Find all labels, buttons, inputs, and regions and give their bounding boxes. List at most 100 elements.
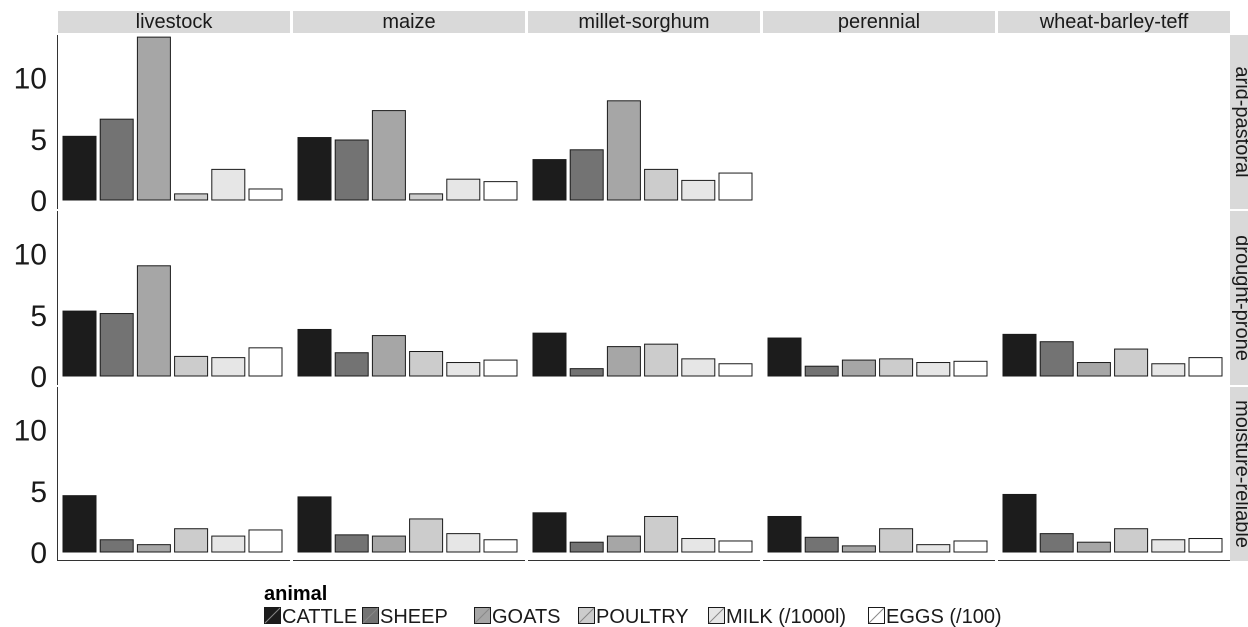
bar-drought-prone-wheat-barley-teff-milk [1151, 363, 1186, 377]
bar-drought-prone-maize-sheep [334, 352, 369, 377]
facet-strip-wheat-barley-teff [998, 11, 1230, 33]
bar-drought-prone-livestock-goats [136, 265, 171, 377]
y-tick-label: 5 [30, 300, 47, 333]
bar-drought-prone-perennial-eggs [953, 360, 988, 377]
legend-label-goats: GOATS [492, 606, 561, 627]
bar-moisture-reliable-wheat-barley-teff-goats [1076, 541, 1111, 553]
bar-drought-prone-wheat-barley-teff-sheep [1039, 341, 1074, 377]
bar-drought-prone-millet-sorghum-eggs [718, 363, 753, 377]
bar-drought-prone-wheat-barley-teff-poultry [1114, 348, 1149, 377]
bar-arid-pastoral-millet-sorghum-goats [606, 100, 641, 201]
legend-swatch-slash [868, 607, 885, 624]
facet-label-wheat-barley-teff: wheat-barley-teff [1039, 11, 1189, 33]
bar-drought-prone-livestock-eggs [248, 347, 283, 377]
bar-arid-pastoral-maize-milk [446, 178, 481, 201]
bar-drought-prone-livestock-poultry [174, 355, 209, 377]
facet-strip-perennial [763, 11, 995, 33]
legend-label-milk: MILK (/1000l) [726, 606, 846, 627]
bar-arid-pastoral-livestock-goats [136, 36, 171, 201]
legend-title: animal [264, 583, 327, 605]
facet-strip-millet-sorghum [528, 11, 760, 33]
bar-drought-prone-perennial-sheep [804, 365, 839, 377]
bar-arid-pastoral-maize-sheep [334, 139, 369, 201]
bar-drought-prone-millet-sorghum-goats [606, 346, 641, 377]
bar-moisture-reliable-wheat-barley-teff-sheep [1039, 533, 1074, 553]
bar-moisture-reliable-maize-milk [446, 533, 481, 553]
bar-moisture-reliable-livestock-poultry [174, 528, 209, 553]
facet-label-perennial: perennial [838, 11, 920, 33]
legend-label-poultry: POULTRY [596, 606, 689, 627]
y-tick-label: 0 [30, 537, 47, 570]
bar-arid-pastoral-livestock-cattle [62, 135, 97, 201]
bar-arid-pastoral-maize-eggs [483, 181, 518, 201]
bar-moisture-reliable-maize-sheep [334, 534, 369, 553]
legend-swatch-slash [264, 607, 281, 624]
bar-drought-prone-millet-sorghum-sheep [569, 368, 604, 377]
bar-moisture-reliable-perennial-sheep [804, 536, 839, 553]
facet-label-arid-pastoral: arid-pastoral [1231, 66, 1248, 177]
bar-moisture-reliable-maize-goats [371, 535, 406, 553]
legend-swatch-slash [708, 607, 725, 624]
bar-arid-pastoral-maize-goats [371, 110, 406, 201]
facet-label-livestock: livestock [136, 11, 214, 33]
legend-swatch-slash [474, 607, 491, 624]
bar-arid-pastoral-livestock-poultry [174, 193, 209, 201]
bar-moisture-reliable-wheat-barley-teff-poultry [1114, 528, 1149, 553]
bar-moisture-reliable-perennial-poultry [879, 528, 914, 553]
bar-drought-prone-millet-sorghum-cattle [532, 332, 567, 377]
legend-label-eggs: EGGS (/100) [886, 606, 1002, 627]
bar-moisture-reliable-wheat-barley-teff-eggs [1188, 538, 1223, 553]
y-tick-label: 5 [30, 124, 47, 157]
bar-moisture-reliable-perennial-cattle [767, 515, 802, 553]
bar-moisture-reliable-millet-sorghum-goats [606, 535, 641, 553]
bar-moisture-reliable-livestock-milk [211, 535, 246, 553]
legend-swatch-slash [362, 607, 379, 624]
bar-arid-pastoral-millet-sorghum-cattle [532, 159, 567, 201]
bar-arid-pastoral-maize-poultry [409, 193, 444, 201]
facet-strip-livestock [58, 11, 290, 33]
bar-moisture-reliable-livestock-sheep [99, 539, 134, 553]
bar-arid-pastoral-livestock-milk [211, 168, 246, 201]
bar-arid-pastoral-livestock-sheep [99, 118, 134, 201]
bar-drought-prone-wheat-barley-teff-goats [1076, 362, 1111, 377]
y-tick-label: 0 [30, 185, 47, 218]
bar-moisture-reliable-perennial-goats [841, 545, 876, 553]
bar-arid-pastoral-millet-sorghum-milk [681, 179, 716, 201]
y-tick-label: 0 [30, 361, 47, 394]
bar-drought-prone-perennial-cattle [767, 337, 802, 377]
facet-strip-arid-pastoral [1230, 35, 1248, 209]
facet-label-millet-sorghum: millet-sorghum [578, 11, 709, 33]
facet-strip-maize [293, 11, 525, 33]
facet-label-maize: maize [382, 11, 435, 33]
bar-moisture-reliable-millet-sorghum-poultry [644, 515, 679, 553]
bar-arid-pastoral-millet-sorghum-poultry [644, 168, 679, 201]
bar-moisture-reliable-livestock-goats [136, 544, 171, 553]
legend-swatch-slash [578, 607, 595, 624]
bar-moisture-reliable-millet-sorghum-sheep [569, 541, 604, 553]
bar-moisture-reliable-wheat-barley-teff-milk [1151, 539, 1186, 553]
bar-drought-prone-livestock-milk [211, 357, 246, 377]
legend-label-cattle: CATTLE [282, 606, 357, 627]
bar-moisture-reliable-maize-cattle [297, 496, 332, 553]
bar-drought-prone-maize-milk [446, 362, 481, 377]
bar-drought-prone-millet-sorghum-milk [681, 358, 716, 377]
bar-moisture-reliable-maize-eggs [483, 539, 518, 553]
bar-moisture-reliable-millet-sorghum-eggs [718, 540, 753, 553]
bar-moisture-reliable-millet-sorghum-milk [681, 538, 716, 553]
bar-arid-pastoral-livestock-eggs [248, 188, 283, 201]
bar-drought-prone-perennial-milk [916, 362, 951, 377]
bar-drought-prone-maize-eggs [483, 359, 518, 377]
y-tick-label: 10 [14, 239, 47, 272]
facet-strip-drought-prone [1230, 211, 1248, 385]
bar-drought-prone-livestock-sheep [99, 313, 134, 377]
bar-moisture-reliable-livestock-eggs [248, 529, 283, 553]
bar-moisture-reliable-maize-poultry [409, 518, 444, 553]
bar-drought-prone-maize-poultry [409, 351, 444, 377]
bar-arid-pastoral-millet-sorghum-eggs [718, 172, 753, 201]
bar-moisture-reliable-perennial-milk [916, 544, 951, 553]
bar-arid-pastoral-maize-cattle [297, 137, 332, 201]
bar-moisture-reliable-millet-sorghum-cattle [532, 512, 567, 553]
facet-label-moisture-reliable: moisture-reliable [1231, 400, 1248, 548]
bar-drought-prone-maize-cattle [297, 328, 332, 377]
